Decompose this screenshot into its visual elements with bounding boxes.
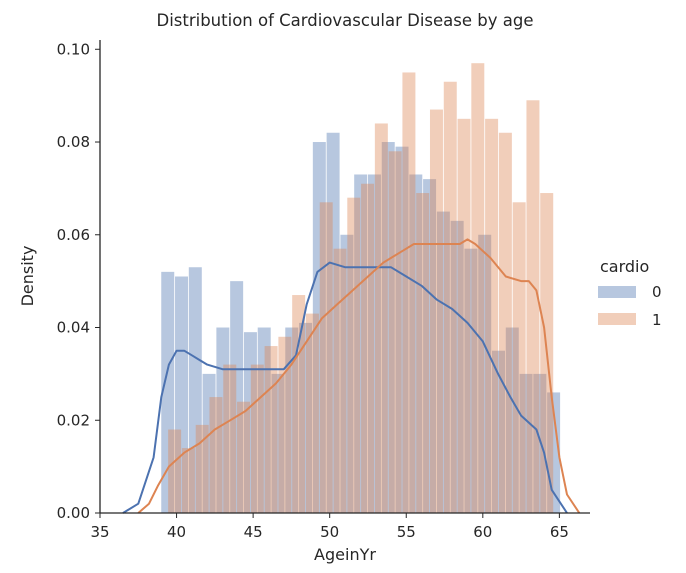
bar-series-1-bin-21 (457, 118, 471, 513)
bar-series-1-bin-0 (168, 429, 182, 513)
legend-title: cardio (600, 257, 649, 276)
legend-swatch-series-1 (598, 313, 636, 325)
bar-series-1-bin-2 (195, 424, 209, 513)
y-tick-label-1: 0.02 (57, 411, 90, 429)
bar-series-0-bin-15 (367, 174, 381, 514)
legend: cardio 0 1 (598, 257, 662, 329)
y-tick-label-4: 0.08 (57, 133, 90, 151)
bar-series-1-bin-6 (250, 364, 264, 513)
legend-label-series-1: 1 (652, 311, 662, 329)
bar-series-0-bin-16 (381, 142, 395, 513)
x-tick-label-3: 50 (320, 523, 339, 541)
bar-series-0-bin-3 (202, 373, 216, 513)
y-tick-label-5: 0.10 (57, 40, 90, 58)
bar-series-0-bin-4 (216, 327, 230, 513)
bar-series-1-bin-23 (485, 118, 499, 513)
bar-series-1-bin-3 (209, 397, 223, 513)
bar-series-1-bin-12 (333, 248, 347, 513)
bar-series-0-bin-26 (519, 373, 533, 513)
bar-series-0-bin-6 (243, 332, 257, 513)
bar-series-1-bin-4 (223, 364, 237, 513)
bar-series-1-bin-18 (416, 193, 430, 513)
bar-series-0-bin-22 (464, 248, 478, 513)
x-tick-label-4: 55 (397, 523, 416, 541)
bar-series-0-bin-1 (175, 276, 189, 513)
bar-series-0-bin-20 (436, 211, 450, 513)
bar-series-1-bin-25 (512, 202, 526, 514)
y-tick-label-2: 0.04 (57, 319, 90, 337)
bar-series-1-bin-20 (443, 81, 457, 514)
bar-series-0-bin-0 (161, 271, 175, 513)
bars-series-1 (168, 63, 554, 514)
bar-series-0-bin-23 (478, 234, 492, 513)
bar-series-1-bin-17 (402, 72, 416, 514)
x-tick-label-1: 40 (167, 523, 186, 541)
bar-series-0-bin-12 (326, 132, 340, 513)
bar-series-0-bin-13 (340, 234, 354, 513)
bar-series-0-bin-24 (492, 350, 505, 513)
bar-series-1-bin-7 (264, 346, 278, 513)
y-tick-label-0: 0.00 (57, 504, 90, 522)
y-ticks: 0.00 0.02 0.04 0.06 0.08 0.10 (57, 40, 100, 522)
bar-series-0-bin-5 (230, 281, 244, 513)
bar-series-0-bin-11 (312, 142, 326, 513)
plot-area (122, 63, 581, 514)
bar-series-1-bin-19 (429, 109, 443, 513)
bar-series-0-bin-10 (299, 322, 313, 513)
legend-label-series-0: 0 (652, 283, 662, 301)
y-axis-title: Density (18, 246, 37, 307)
bar-series-0-bin-18 (409, 174, 423, 514)
x-tick-label-0: 35 (90, 523, 109, 541)
bar-series-0-bin-14 (354, 174, 368, 514)
kde-line-series-1 (137, 238, 581, 514)
bar-series-1-bin-9 (292, 295, 306, 513)
bar-series-0-bin-8 (271, 373, 285, 513)
bar-series-0-bin-7 (257, 327, 271, 513)
x-tick-label-6: 65 (550, 523, 569, 541)
bar-series-0-bin-17 (395, 146, 409, 513)
bar-series-1-bin-8 (278, 336, 292, 513)
bar-series-1-bin-13 (347, 197, 361, 514)
legend-swatch-series-0 (598, 286, 636, 298)
bar-series-1-bin-5 (237, 401, 251, 513)
bar-series-0-bin-27 (533, 373, 547, 513)
bars-series-0 (161, 132, 561, 514)
bar-series-1-bin-1 (181, 448, 195, 513)
kde-line-series-0 (122, 261, 568, 514)
bar-series-0-bin-19 (423, 179, 437, 513)
bar-series-1-bin-14 (361, 183, 375, 513)
x-tick-label-5: 60 (473, 523, 492, 541)
y-tick-label-3: 0.06 (57, 226, 90, 244)
bar-series-1-bin-15 (374, 123, 388, 513)
bar-series-0-bin-25 (505, 327, 519, 513)
x-axis-title: AgeinYr (314, 545, 376, 564)
bar-series-1-bin-24 (498, 132, 512, 513)
bar-series-1-bin-11 (319, 202, 333, 514)
bar-series-1-bin-26 (526, 100, 540, 513)
bar-series-1-bin-22 (471, 63, 485, 513)
chart-title: Distribution of Cardiovascular Disease b… (156, 11, 533, 30)
bar-series-0-bin-2 (188, 267, 202, 513)
bar-series-1-bin-16 (388, 151, 402, 514)
bar-series-0-bin-9 (285, 327, 299, 513)
bar-series-1-bin-10 (305, 313, 319, 513)
bar-series-0-bin-21 (450, 220, 464, 513)
x-tick-label-2: 45 (244, 523, 263, 541)
x-ticks: 35 40 45 50 55 60 65 (90, 513, 569, 541)
